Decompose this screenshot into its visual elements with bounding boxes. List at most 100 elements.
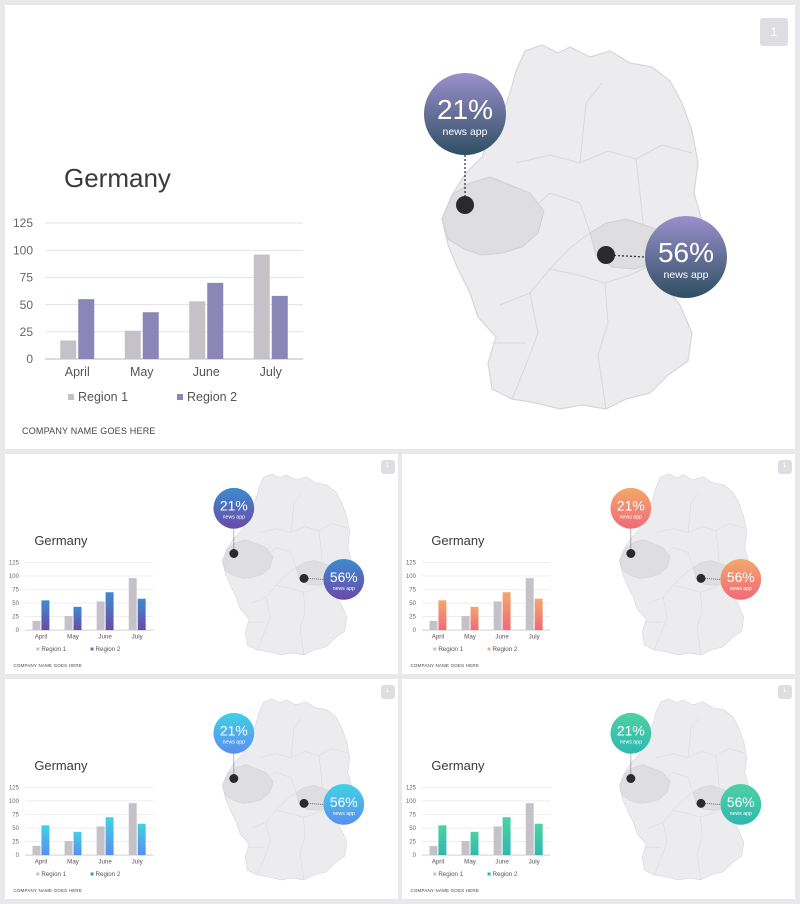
company-name: COMPANY NAME GOES HERE xyxy=(13,663,82,669)
bar-region-2-may xyxy=(73,606,82,631)
legend-label: Region 1 xyxy=(438,871,463,878)
slide-cyan[interactable]: 1 Germany COMPANY NAME GOES HERE 21% news ap… xyxy=(5,679,398,899)
stat-label: news app xyxy=(620,740,642,746)
y-tick-label: 0 xyxy=(26,352,33,366)
y-tick-label: 125 xyxy=(9,561,20,567)
state-border xyxy=(687,717,700,758)
page-number-badge: 1 xyxy=(777,685,792,700)
bar-region-1-april xyxy=(32,845,41,856)
state-border xyxy=(511,292,539,400)
y-tick-label: 125 xyxy=(9,786,20,792)
state-border xyxy=(318,755,324,793)
state-border xyxy=(299,592,306,656)
x-tick-label: July xyxy=(132,634,144,641)
state-border xyxy=(290,717,303,758)
slide-green[interactable]: 1 Germany COMPANY NAME GOES HERE 21% news ap… xyxy=(402,679,795,899)
slide-orange[interactable]: 1 Germany COMPANY NAME GOES HERE 21% news ap… xyxy=(402,454,795,674)
connector-line xyxy=(605,254,646,258)
bar-region-2-may xyxy=(470,831,479,856)
x-tick-label: July xyxy=(529,634,541,641)
x-tick-label: April xyxy=(35,859,47,866)
x-tick-label: June xyxy=(193,365,220,379)
state-border xyxy=(597,282,609,410)
bar-region-2-may xyxy=(142,312,159,359)
bar-region-1-may xyxy=(64,616,73,631)
bar-chart: 0 25 50 75 100 125 April May June July Region 1 Reg… xyxy=(9,561,154,653)
bar-region-2-april xyxy=(438,600,447,631)
stat-value: 21% xyxy=(437,94,493,125)
state-border xyxy=(318,530,324,568)
x-tick-label: May xyxy=(464,859,477,866)
legend-label: Region 1 xyxy=(41,871,66,878)
slide-title: Germany xyxy=(34,532,88,548)
stat-label: news app xyxy=(730,586,752,592)
bar-region-2-june xyxy=(105,592,114,631)
slide-blue[interactable]: 1 Germany COMPANY NAME GOES HERE 21% news ap… xyxy=(5,454,398,674)
bar-region-1-june xyxy=(493,826,502,856)
y-tick-label: 100 xyxy=(406,574,417,580)
y-tick-label: 25 xyxy=(12,840,19,846)
x-tick-label: May xyxy=(67,634,80,641)
connector-line xyxy=(303,578,324,580)
stat-label: news app xyxy=(223,515,245,521)
page-number-badge: 1 xyxy=(777,460,792,475)
y-tick-label: 25 xyxy=(409,615,416,621)
bar-chart: 0 25 50 75 100 125 April May June July Region 1 Reg… xyxy=(406,561,551,653)
x-tick-label: July xyxy=(529,859,541,866)
y-tick-label: 75 xyxy=(12,588,19,594)
state-border xyxy=(653,822,668,876)
stat-bubble xyxy=(720,783,762,825)
stat-label: news app xyxy=(333,586,355,592)
state-border xyxy=(251,547,297,604)
stat-bubble xyxy=(610,712,652,754)
legend-label: Region 2 xyxy=(187,390,237,404)
legend-swatch xyxy=(487,647,491,651)
stat-bubble xyxy=(424,73,506,155)
state-border xyxy=(656,523,744,533)
state-border xyxy=(579,82,603,164)
slide-title: Germany xyxy=(431,532,485,548)
y-tick-label: 125 xyxy=(406,786,417,792)
slide-main[interactable]: 1 Germany COMPANY NAME GOES HERE 21% news ap… xyxy=(5,5,795,449)
y-tick-label: 100 xyxy=(9,799,20,805)
stat-label: news app xyxy=(223,740,245,746)
legend-swatch xyxy=(90,872,94,876)
bar-region-2-april xyxy=(41,825,50,856)
stat-label: news app xyxy=(443,126,488,138)
location-dot xyxy=(229,774,239,783)
x-tick-label: May xyxy=(464,634,477,641)
legend-swatch xyxy=(36,647,40,651)
location-dot xyxy=(597,246,615,264)
y-tick-label: 75 xyxy=(20,271,34,285)
location-dot xyxy=(456,196,474,214)
stat-label: news app xyxy=(730,811,752,817)
bar-region-2-june xyxy=(502,817,511,856)
bar-region-2-june xyxy=(502,592,511,631)
legend-label: Region 2 xyxy=(96,646,121,653)
company-name: COMPANY NAME GOES HERE xyxy=(13,888,82,894)
bar-region-1-june xyxy=(189,301,206,359)
bar-region-2-june xyxy=(207,282,224,359)
bar-region-1-june xyxy=(493,601,502,631)
bar-region-1-july xyxy=(525,578,534,631)
x-tick-label: June xyxy=(98,859,112,866)
bar-region-1-may xyxy=(124,330,141,359)
company-name: COMPANY NAME GOES HERE xyxy=(410,888,479,894)
state-border xyxy=(653,597,668,651)
bar-region-1-june xyxy=(96,826,105,856)
bar-region-1-may xyxy=(64,841,73,856)
stat-bubble xyxy=(645,216,727,298)
state-border xyxy=(687,492,700,533)
bar-region-2-may xyxy=(470,606,479,631)
bar-region-2-april xyxy=(78,299,95,359)
legend-swatch xyxy=(177,394,183,400)
slide-title: Germany xyxy=(431,757,485,773)
stat-label: news app xyxy=(333,811,355,817)
page-number-badge: 1 xyxy=(380,685,395,700)
bar-region-1-may xyxy=(461,616,470,631)
y-tick-label: 50 xyxy=(12,826,19,832)
bar-region-2-july xyxy=(534,598,543,631)
